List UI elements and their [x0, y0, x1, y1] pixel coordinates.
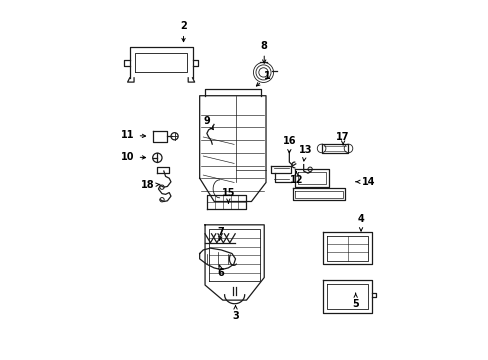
Text: 3: 3 — [232, 306, 239, 321]
Text: 9: 9 — [203, 116, 213, 130]
Text: 13: 13 — [298, 144, 311, 161]
Text: 2: 2 — [180, 21, 186, 42]
Text: 14: 14 — [355, 177, 374, 187]
Text: 10: 10 — [121, 152, 145, 162]
Text: 15: 15 — [221, 188, 235, 203]
Text: 17: 17 — [336, 132, 349, 145]
Text: 11: 11 — [121, 130, 145, 140]
Text: 4: 4 — [357, 215, 364, 231]
Text: 18: 18 — [141, 180, 160, 190]
Text: 5: 5 — [351, 293, 358, 309]
Text: 6: 6 — [217, 265, 224, 278]
Text: 12: 12 — [289, 172, 303, 185]
Text: 16: 16 — [282, 136, 295, 153]
Text: 1: 1 — [256, 71, 271, 86]
Text: 8: 8 — [260, 41, 267, 63]
Text: 7: 7 — [217, 227, 224, 240]
